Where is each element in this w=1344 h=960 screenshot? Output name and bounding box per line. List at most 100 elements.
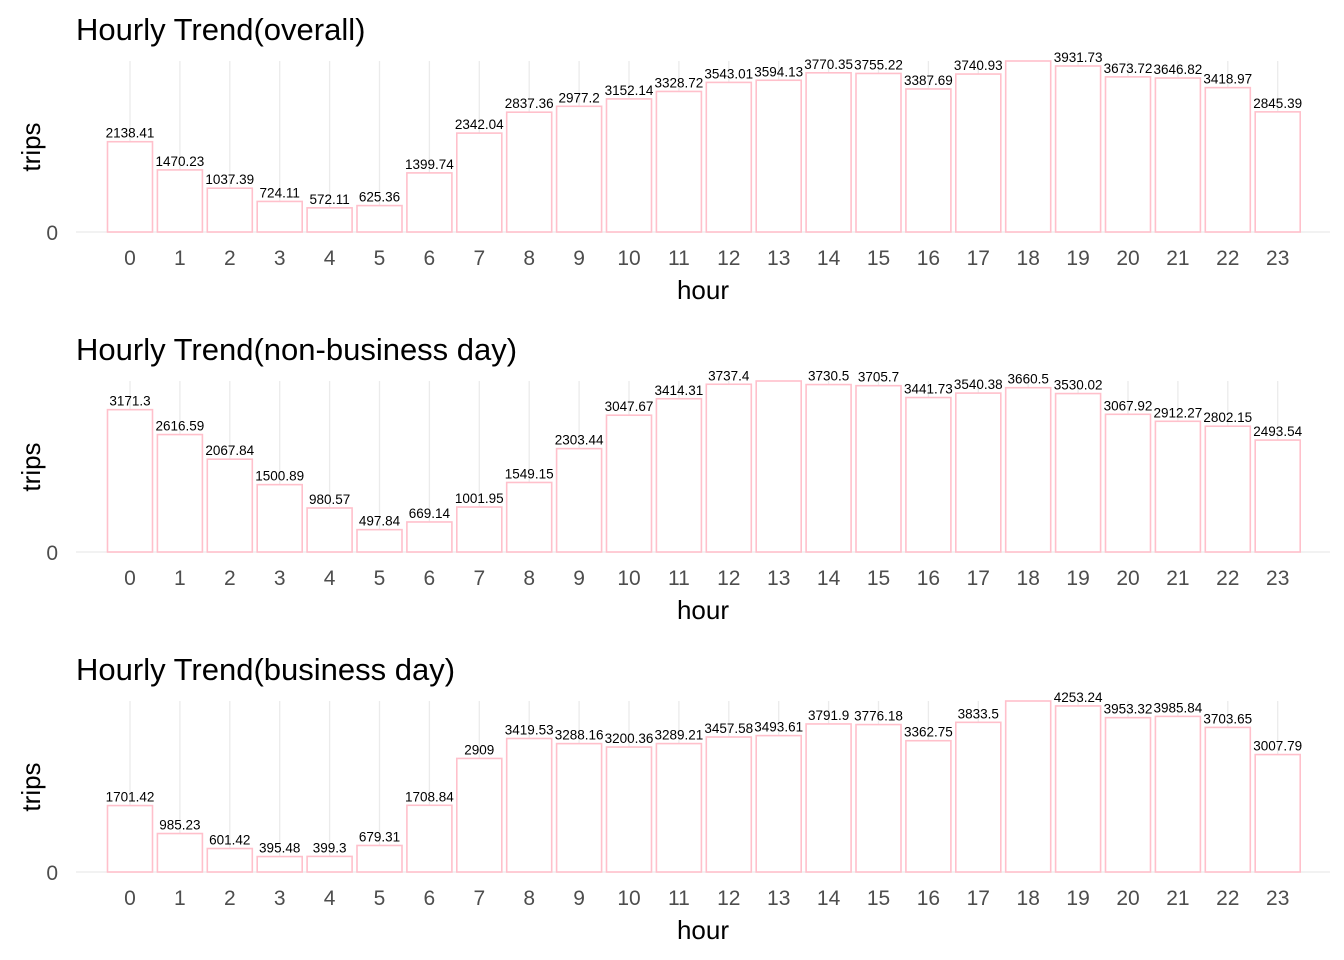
- x-tick-label: 20: [1116, 247, 1139, 270]
- bar: [1254, 439, 1301, 553]
- x-tick-label: 17: [967, 247, 990, 270]
- x-tick-label: 22: [1216, 247, 1239, 270]
- data-label: 625.36: [359, 190, 400, 205]
- bar: [256, 483, 304, 553]
- bar: [256, 200, 304, 233]
- bar: [905, 88, 952, 233]
- x-tick-label: 23: [1266, 567, 1289, 590]
- y-axis-title: trips: [16, 762, 46, 811]
- bar: [406, 521, 453, 553]
- x-tick-label: 15: [867, 247, 890, 270]
- bar: [455, 132, 503, 233]
- bar: [1154, 420, 1202, 553]
- data-label: 3660.5: [1008, 372, 1049, 387]
- x-tick-label: 7: [473, 887, 485, 910]
- bar: [655, 397, 703, 553]
- bar: [356, 204, 403, 233]
- x-tick-label: 16: [917, 247, 940, 270]
- x-tick-label: 21: [1166, 887, 1189, 910]
- data-label: 3007.79: [1253, 739, 1302, 754]
- x-tick-label: 18: [1017, 887, 1040, 910]
- data-label: 3646.82: [1153, 62, 1202, 77]
- x-tick-label: 4: [324, 247, 336, 270]
- data-label: 4253.24: [1054, 690, 1103, 705]
- data-label: 3288.16: [555, 728, 604, 743]
- bar: [1054, 705, 1102, 873]
- x-tick-label: 23: [1266, 887, 1289, 910]
- data-label: 601.42: [209, 833, 250, 848]
- bar: [755, 734, 803, 873]
- x-tick-label: 13: [767, 567, 790, 590]
- x-tick-label: 11: [668, 567, 690, 590]
- data-label: 3931.73: [1054, 50, 1103, 65]
- x-tick-label: 19: [1066, 887, 1089, 910]
- bar: [406, 172, 453, 233]
- bar: [106, 140, 154, 233]
- x-tick-label: 12: [717, 567, 740, 590]
- bar: [356, 844, 403, 873]
- x-tick-label: 19: [1066, 247, 1089, 270]
- data-label: 3776.18: [854, 709, 903, 724]
- bar: [1104, 413, 1152, 553]
- bar: [805, 723, 852, 873]
- data-label: 3441.73: [904, 382, 953, 397]
- y-tick-label: 0: [46, 542, 58, 565]
- data-label: 2845.39: [1253, 96, 1302, 111]
- bar: [106, 804, 154, 873]
- bar: [1054, 392, 1102, 553]
- bar: [306, 207, 353, 233]
- bar: [605, 414, 653, 553]
- bar: [1004, 700, 1052, 873]
- x-tick-label: 13: [767, 247, 790, 270]
- data-label: 669.14: [409, 506, 451, 521]
- data-label: 3200.36: [605, 731, 654, 746]
- bar: [954, 73, 1002, 233]
- bar: [156, 169, 204, 233]
- data-label: 1037.39: [205, 172, 254, 187]
- bar: [855, 723, 902, 873]
- data-label: 3530.02: [1054, 378, 1103, 393]
- data-label: 2909: [464, 742, 494, 757]
- data-label: 2493.54: [1253, 424, 1302, 439]
- bar: [206, 458, 254, 553]
- x-tick-label: 17: [967, 887, 990, 910]
- data-label: 3419.53: [505, 723, 554, 738]
- data-label: 724.11: [260, 185, 300, 200]
- bar: [1154, 77, 1202, 233]
- bar: [1154, 715, 1202, 873]
- data-label: 3740.93: [954, 58, 1003, 73]
- bar: [1204, 726, 1252, 873]
- x-tick-label: 14: [817, 247, 841, 270]
- x-tick-label: 17: [967, 567, 990, 590]
- data-label: 3770.35: [804, 57, 853, 72]
- data-label: 3705.7: [858, 370, 899, 385]
- y-axis-title: trips: [16, 122, 46, 171]
- x-tick-label: 5: [374, 247, 386, 270]
- x-tick-label: 3: [274, 247, 286, 270]
- data-label: 3594.13: [754, 64, 803, 79]
- x-tick-label: 12: [717, 887, 740, 910]
- data-label: 1701.42: [106, 790, 155, 805]
- bar: [555, 105, 603, 233]
- bar: [655, 742, 703, 873]
- x-tick-label: 23: [1266, 247, 1289, 270]
- data-label: 2802.15: [1203, 410, 1252, 425]
- x-tick-label: 12: [717, 247, 740, 270]
- data-label: 1001.95: [455, 491, 504, 506]
- x-tick-label: 11: [668, 247, 690, 270]
- data-label: 3755.22: [854, 57, 903, 72]
- data-label: 3152.14: [605, 83, 654, 98]
- x-tick-label: 9: [573, 247, 585, 270]
- data-label: 3791.9: [808, 708, 849, 723]
- x-tick-label: 0: [124, 567, 136, 590]
- x-tick-label: 16: [917, 567, 940, 590]
- x-tick-label: 0: [124, 247, 136, 270]
- bar: [555, 447, 603, 553]
- bar: [106, 408, 154, 553]
- data-label: 3414.31: [654, 383, 703, 398]
- chart-panel-non-business-day: Hourly Trend(non-business day) 3171.3261…: [16, 332, 1330, 625]
- data-label: 572.11: [309, 192, 349, 207]
- bar: [855, 384, 902, 553]
- x-tick-label: 13: [767, 887, 790, 910]
- data-label: 2837.36: [505, 96, 554, 111]
